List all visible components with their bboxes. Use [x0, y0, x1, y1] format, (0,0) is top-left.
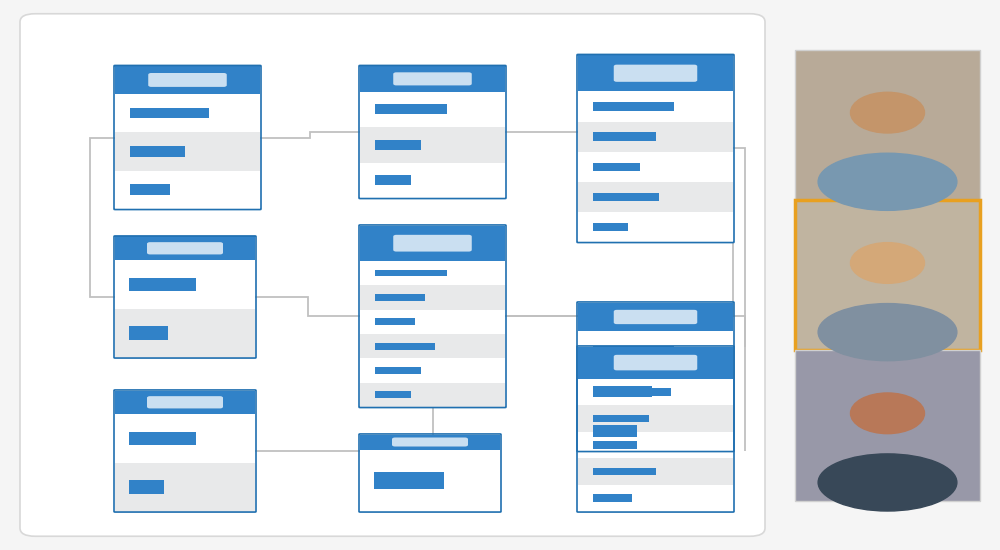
- FancyBboxPatch shape: [147, 396, 223, 409]
- Bar: [374, 175, 411, 185]
- Bar: [115, 463, 255, 512]
- Bar: [578, 432, 733, 458]
- Bar: [129, 326, 168, 340]
- Bar: [130, 108, 209, 118]
- Bar: [374, 392, 411, 398]
- Bar: [374, 367, 421, 374]
- Bar: [115, 309, 255, 358]
- Bar: [593, 162, 640, 171]
- FancyBboxPatch shape: [147, 242, 223, 255]
- Bar: [593, 426, 637, 437]
- Bar: [360, 66, 505, 92]
- Bar: [578, 378, 733, 405]
- Bar: [593, 415, 649, 422]
- Bar: [593, 441, 637, 449]
- Bar: [115, 94, 260, 132]
- Bar: [578, 302, 733, 332]
- Bar: [374, 270, 447, 277]
- Bar: [593, 102, 674, 111]
- Bar: [578, 332, 733, 371]
- Bar: [360, 261, 505, 285]
- Bar: [578, 122, 733, 152]
- Ellipse shape: [818, 153, 957, 210]
- Circle shape: [850, 92, 925, 133]
- Bar: [578, 346, 733, 378]
- Bar: [593, 468, 656, 475]
- Bar: [578, 458, 733, 485]
- Bar: [115, 66, 260, 94]
- FancyBboxPatch shape: [614, 355, 697, 370]
- Bar: [593, 386, 652, 397]
- Bar: [360, 383, 505, 407]
- Bar: [593, 133, 656, 141]
- FancyBboxPatch shape: [393, 235, 472, 251]
- Ellipse shape: [818, 454, 957, 511]
- Bar: [578, 55, 733, 91]
- Bar: [374, 472, 444, 489]
- Bar: [360, 434, 500, 449]
- Bar: [360, 449, 500, 512]
- Bar: [795, 200, 980, 350]
- Bar: [115, 236, 255, 260]
- Bar: [360, 127, 505, 163]
- Circle shape: [850, 393, 925, 433]
- Bar: [578, 411, 733, 451]
- FancyBboxPatch shape: [614, 310, 697, 324]
- Bar: [578, 91, 733, 122]
- Bar: [360, 226, 505, 261]
- Bar: [374, 104, 447, 114]
- Bar: [360, 310, 505, 334]
- Bar: [129, 278, 196, 292]
- Bar: [578, 405, 733, 432]
- Bar: [115, 132, 260, 170]
- Bar: [115, 414, 255, 463]
- Bar: [360, 92, 505, 127]
- Bar: [360, 358, 505, 383]
- Bar: [593, 223, 628, 231]
- Bar: [795, 350, 980, 500]
- Circle shape: [850, 243, 925, 283]
- Bar: [130, 184, 170, 195]
- Bar: [593, 388, 671, 395]
- Bar: [360, 285, 505, 310]
- Bar: [360, 163, 505, 198]
- Bar: [374, 140, 421, 150]
- FancyBboxPatch shape: [392, 437, 468, 447]
- Bar: [578, 212, 733, 242]
- Bar: [578, 371, 733, 411]
- Bar: [130, 146, 185, 157]
- Bar: [115, 260, 255, 309]
- Bar: [578, 182, 733, 212]
- Bar: [374, 318, 415, 325]
- Bar: [129, 480, 164, 494]
- Bar: [129, 432, 196, 446]
- Bar: [593, 494, 632, 502]
- Bar: [593, 346, 674, 357]
- FancyBboxPatch shape: [148, 73, 227, 87]
- Bar: [593, 192, 659, 201]
- Bar: [115, 170, 260, 209]
- Bar: [578, 485, 733, 512]
- FancyBboxPatch shape: [614, 65, 697, 82]
- Bar: [374, 343, 435, 350]
- FancyBboxPatch shape: [393, 73, 472, 85]
- Bar: [115, 390, 255, 414]
- Ellipse shape: [818, 304, 957, 361]
- Bar: [360, 334, 505, 358]
- Bar: [578, 152, 733, 182]
- FancyBboxPatch shape: [20, 14, 765, 536]
- Bar: [795, 50, 980, 200]
- Bar: [374, 294, 425, 301]
